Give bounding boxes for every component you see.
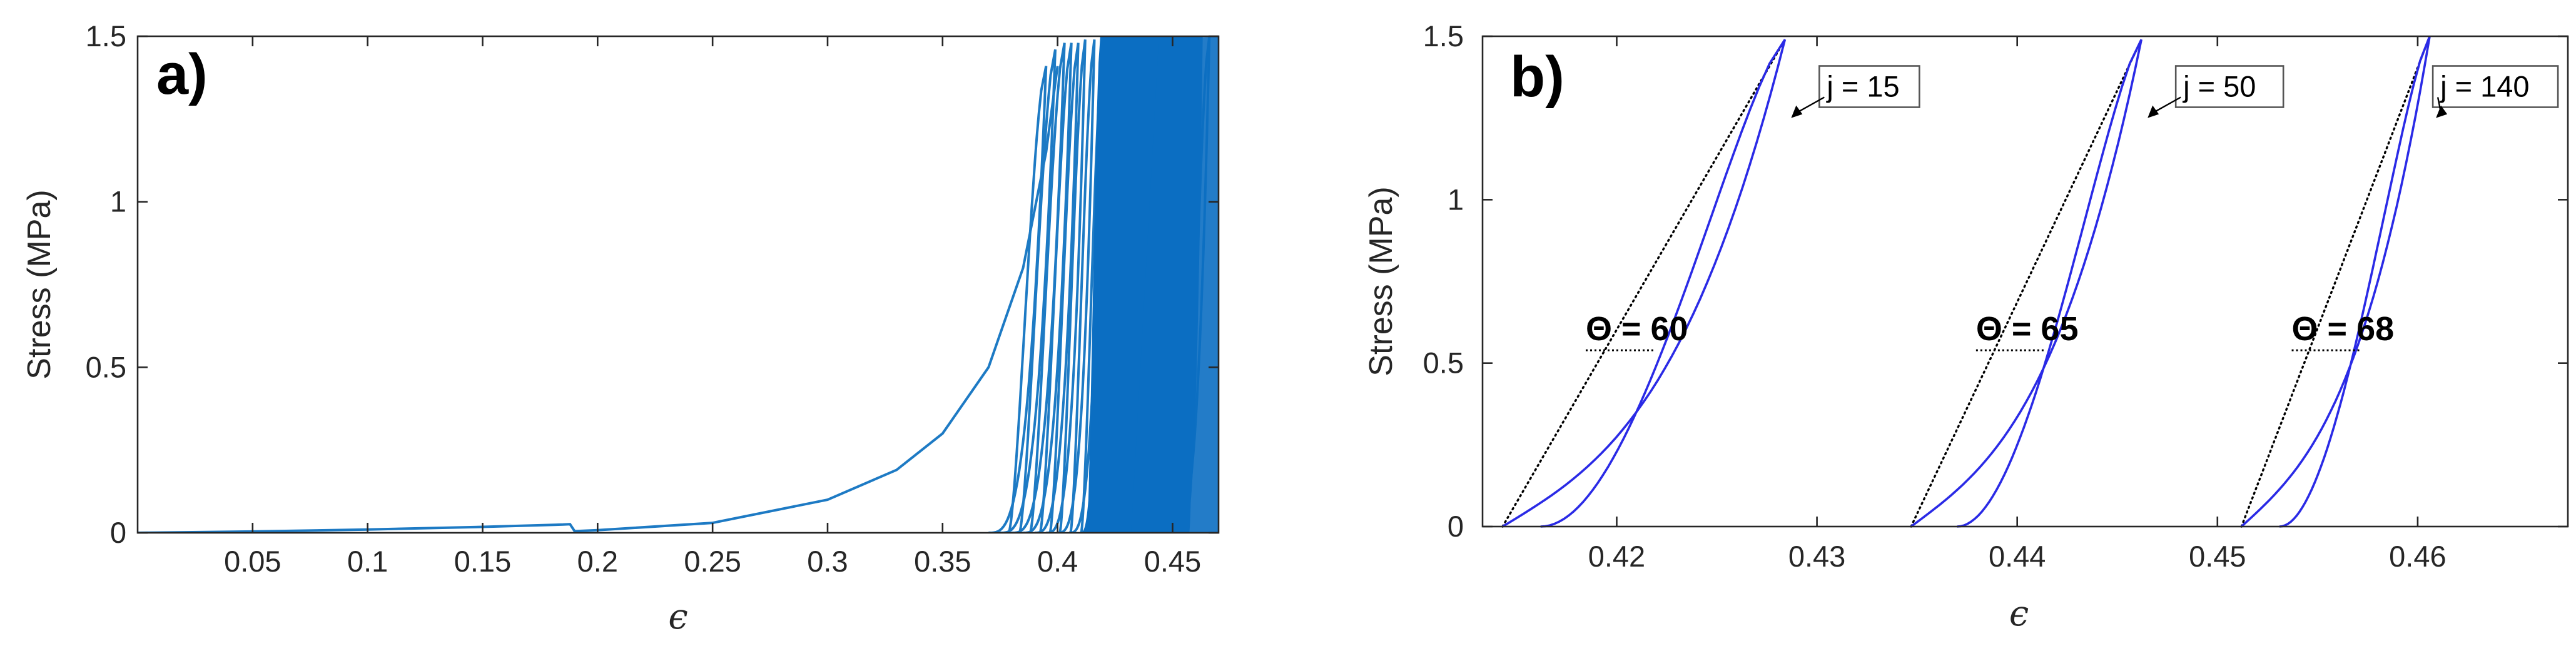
panel-b-ticks: 0.42 0.43 0.44 0.45 0.46 0 0.5 1 1.5 — [1423, 19, 2568, 573]
panel-a-x-tick-label: 0.15 — [454, 545, 511, 578]
panel-b-x-tick-label: 0.43 — [1788, 540, 1845, 573]
panel-b-cycle-label: j = 140 — [2439, 69, 2529, 103]
panel-b-cycle-label: j = 50 — [2182, 69, 2256, 103]
panel-b-secant-line — [1501, 38, 1787, 528]
panel-a-cycle-curve — [1057, 39, 1096, 533]
panel-a-data-layer — [138, 36, 1219, 533]
panel-b-cycle-arrow-head — [1791, 105, 1803, 118]
panel-a-x-tick-label: 0.45 — [1144, 545, 1201, 578]
panel-b-y-tick-label: 0 — [1448, 510, 1464, 543]
panel-a-x-axis-title: ϵ — [668, 597, 687, 637]
panel-b-y-tick-label: 0.5 — [1423, 346, 1464, 380]
panel-b-data-layer — [1501, 35, 2431, 528]
panel-a-initial-loading-curve — [138, 66, 1059, 533]
panel-b-secant-line — [2240, 35, 2431, 528]
panel-a-ticks: 0.05 0.1 0.15 0.2 0.25 0.3 0.35 0.4 0.45 0 0.5 1 1.5 — [86, 19, 1219, 578]
panel-a-x-tick-label: 0.4 — [1037, 545, 1078, 578]
panel-a-label: a) — [156, 43, 208, 106]
panel-b-hysteresis-loop — [1502, 39, 1787, 528]
panel-a-y-tick-label: 1 — [110, 185, 126, 218]
panel-b-cycle-label-box — [2431, 65, 2559, 108]
panel-a-y-tick-label: 0.5 — [86, 350, 126, 383]
panel-a-cycle-curve — [1012, 43, 1066, 533]
panel-b-x-tick-label: 0.44 — [1989, 540, 2046, 573]
panel-b-x-tick-label: 0.45 — [2189, 540, 2246, 573]
panel-a-y-axis-title: Stress (MPa) — [21, 189, 58, 379]
panel-a-x-tick-label: 0.2 — [577, 545, 618, 578]
panel-b-theta-label: Θ = 60 — [1586, 310, 1688, 348]
panel-a-axes-box — [136, 35, 1220, 534]
panel-a-cycle-curve — [1023, 43, 1073, 533]
panel-b-y-axis-title: Stress (MPa) — [1363, 186, 1399, 376]
panel-b-annotations: j = 15 Θ = 60 j = 50 Θ = 65 j = 140 Θ = 68 — [1585, 65, 2559, 351]
panel-b-axes-box — [1481, 35, 2569, 528]
panel-b-cycle-arrow-head — [2436, 105, 2448, 118]
panel-a: 0.05 0.1 0.15 0.2 0.25 0.3 0.35 0.4 0.45 0 0.5 1 1.5… — [21, 19, 1220, 637]
panel-a-cycle-curve — [1034, 43, 1080, 533]
panel-b-x-tick-label: 0.46 — [2389, 540, 2446, 573]
panel-b-theta-label: Θ = 65 — [1976, 310, 2079, 348]
panel-b-y-tick-label: 1 — [1448, 183, 1464, 216]
panel-a-x-tick-label: 0.05 — [224, 545, 281, 578]
panel-a-x-tick-label: 0.35 — [914, 545, 971, 578]
panel-b-cycle-label-box — [2174, 65, 2284, 108]
panel-b-y-tick-label: 1.5 — [1423, 19, 1464, 53]
panel-a-cycle-band-fill — [1131, 36, 1219, 533]
panel-a-y-tick-label: 0 — [110, 516, 126, 549]
panel-b-cycle-arrow — [1795, 96, 1825, 114]
panel-a-x-tick-label: 0.3 — [807, 545, 848, 578]
panel-a-cycle-curve — [988, 66, 1048, 533]
panel-b-secant-line — [1910, 38, 2142, 528]
panel-a-x-tick-label: 0.1 — [347, 545, 388, 578]
panel-a-y-tick-label: 1.5 — [86, 19, 126, 53]
panel-b-cycle-label-box — [1818, 65, 1920, 108]
panel-b-x-axis-title: ϵ — [2009, 593, 2029, 634]
panel-b-cycle-label: j = 15 — [1825, 69, 1899, 103]
panel-b-theta-label: Θ = 68 — [2292, 310, 2395, 348]
panel-b-label: b) — [1510, 45, 1564, 109]
panel-b-hysteresis-loop — [1910, 39, 2142, 528]
panel-b-x-tick-label: 0.42 — [1588, 540, 1645, 573]
panel-b-cycle-arrow — [2152, 96, 2181, 114]
panel-b: 0.42 0.43 0.44 0.45 0.46 0 0.5 1 1.5 b) Stress (… — [1363, 19, 2569, 634]
panel-b-cycle-arrow-head — [2148, 105, 2159, 118]
panel-a-cycle-curve — [1000, 49, 1057, 533]
panel-a-cycle-curve — [1046, 39, 1087, 533]
panel-a-x-tick-label: 0.25 — [684, 545, 741, 578]
